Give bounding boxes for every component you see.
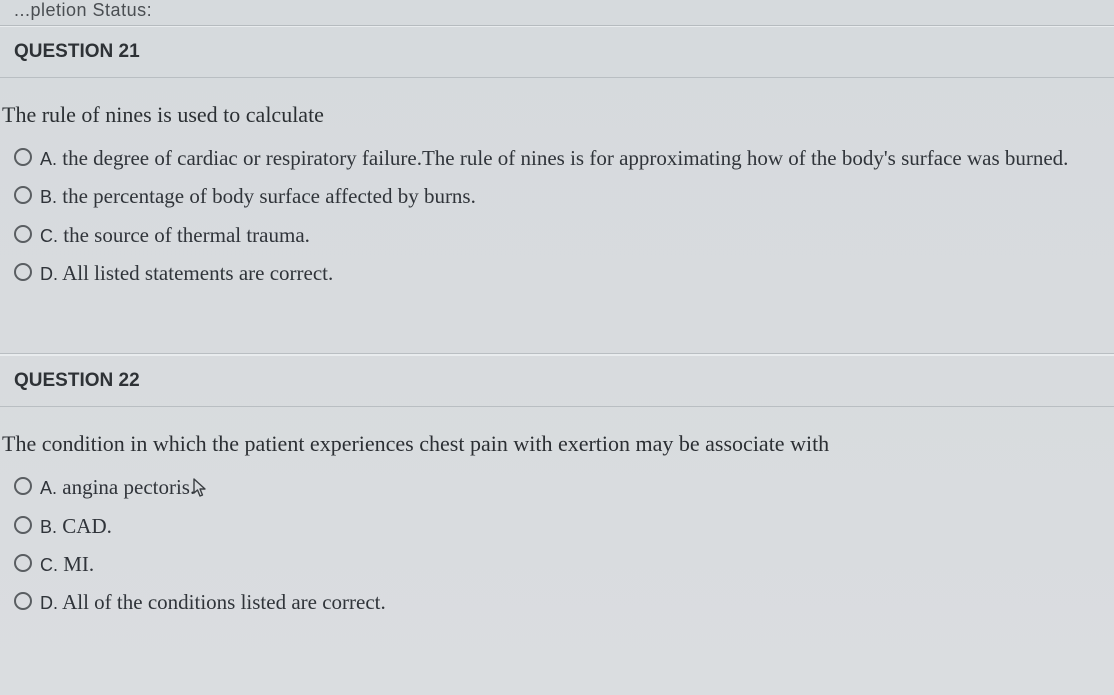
option-text: All of the conditions listed are correct… <box>62 590 386 614</box>
option-letter: D. <box>40 593 58 613</box>
options-list: A. angina pectoris. B. CAD. C. MI. <box>0 473 1096 616</box>
option-text: CAD. <box>62 514 112 538</box>
option-row: A. angina pectoris. <box>14 473 1096 501</box>
option-label[interactable]: D. All of the conditions listed are corr… <box>40 588 386 616</box>
cursor-icon <box>193 478 209 498</box>
radio-button[interactable] <box>14 516 32 534</box>
option-text: the source of thermal trauma. <box>63 223 318 247</box>
option-row: D. All of the conditions listed are corr… <box>14 588 1096 616</box>
option-label[interactable]: D. All listed statements are correct. <box>40 259 341 287</box>
radio-button[interactable] <box>14 186 32 204</box>
option-row: A. the degree of cardiac or respiratory … <box>14 144 1096 172</box>
option-letter: B. <box>40 187 57 207</box>
option-letter: D. <box>40 264 58 284</box>
option-text: the degree of cardiac or respiratory fai… <box>62 146 1076 170</box>
option-row: B. CAD. <box>14 512 1096 540</box>
options-list: A. the degree of cardiac or respiratory … <box>0 144 1096 287</box>
radio-button[interactable] <box>14 554 32 572</box>
option-letter: C. <box>40 226 58 246</box>
question-body-21: The rule of nines is used to calculate A… <box>0 78 1114 327</box>
option-row: D. All listed statements are correct. <box>14 259 1096 287</box>
option-text: All listed statements are correct. <box>62 261 341 285</box>
option-label[interactable]: B. the percentage of body surface affect… <box>40 182 484 210</box>
option-letter: A. <box>40 149 57 169</box>
question-header-22: QUESTION 22 <box>0 355 1114 407</box>
option-label[interactable]: A. the degree of cardiac or respiratory … <box>40 144 1076 172</box>
option-label[interactable]: C. the source of thermal trauma. <box>40 221 318 249</box>
option-row: C. the source of thermal trauma. <box>14 221 1096 249</box>
radio-button[interactable] <box>14 477 32 495</box>
option-text: the percentage of body surface affected … <box>62 184 484 208</box>
radio-button[interactable] <box>14 592 32 610</box>
option-text: MI. <box>63 552 94 576</box>
quiz-page: ...pletion Status: QUESTION 21 The rule … <box>0 0 1114 695</box>
question-prompt: The condition in which the patient exper… <box>0 431 1096 457</box>
option-letter: A. <box>40 478 57 498</box>
question-prompt: The rule of nines is used to calculate <box>0 102 1096 128</box>
question-header-21: QUESTION 21 <box>0 26 1114 78</box>
radio-button[interactable] <box>14 225 32 243</box>
radio-button[interactable] <box>14 263 32 281</box>
option-label[interactable]: C. MI. <box>40 550 94 578</box>
option-row: C. MI. <box>14 550 1096 578</box>
radio-button[interactable] <box>14 148 32 166</box>
option-label[interactable]: B. CAD. <box>40 512 112 540</box>
option-letter: C. <box>40 555 58 575</box>
completion-status-fragment: ...pletion Status: <box>0 0 1114 26</box>
option-letter: B. <box>40 517 57 537</box>
question-body-22: The condition in which the patient exper… <box>0 407 1114 656</box>
option-label[interactable]: A. angina pectoris. <box>40 473 209 501</box>
option-row: B. the percentage of body surface affect… <box>14 182 1096 210</box>
option-text: angina pectoris. <box>62 475 195 499</box>
